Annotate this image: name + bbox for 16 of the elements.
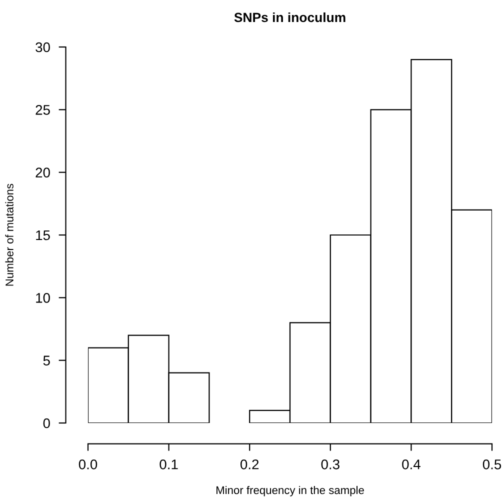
x-tick-label: 0.2 (240, 459, 259, 470)
y-tick-label: 0 (43, 418, 50, 428)
y-tick-label: 20 (36, 168, 50, 178)
x-tick-label: 0.0 (78, 459, 98, 470)
chart-title: SNPs in inoculum (234, 12, 346, 22)
y-tick-label: 5 (43, 356, 50, 366)
y-axis-title: Number of mutations (5, 184, 14, 286)
x-tick-label: 0.1 (160, 459, 178, 470)
x-tick-label: 0.4 (402, 459, 420, 470)
x-tick-label: 0.3 (321, 459, 340, 470)
x-axis-title: Minor frequency in the sample (216, 486, 364, 496)
y-tick-label: 30 (36, 42, 50, 52)
y-tick-label: 15 (36, 230, 50, 240)
y-tick-label: 25 (36, 105, 50, 115)
x-tick-label: 0.5 (482, 459, 502, 470)
y-tick-label: 10 (36, 293, 50, 303)
